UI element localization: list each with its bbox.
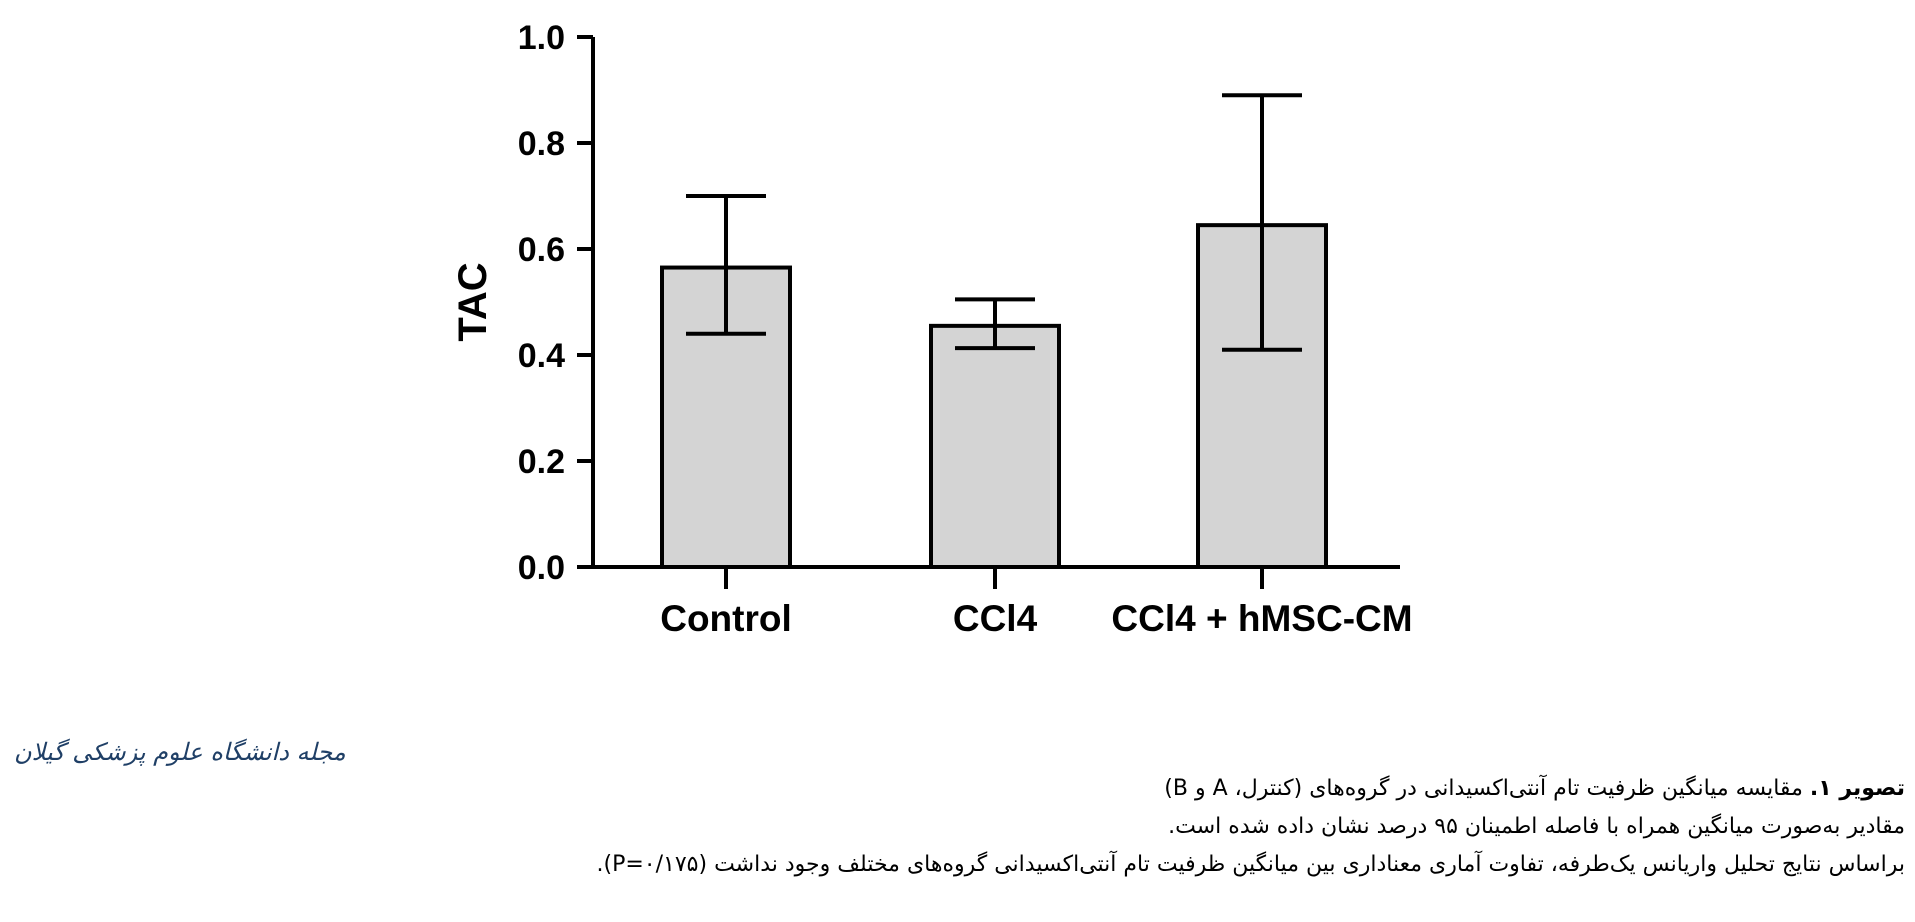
caption-line-2: مقادیر به‌صورت میانگین همراه با فاصله اط… — [1168, 814, 1905, 839]
x-tick-label: Control — [660, 598, 792, 639]
x-axis: Control CCl4 CCl4 + hMSC-CM — [591, 565, 1413, 639]
caption-line-1: تصویر ۱. مقایسه میانگین ظرفیت تام آنتی‌ا… — [255, 770, 1905, 808]
y-axis-title: TAC — [451, 262, 495, 341]
journal-logo-text: مجله دانشگاه علوم پزشکی گیلان — [14, 738, 346, 766]
journal-logo: مجله دانشگاه علوم پزشکی گیلان — [14, 738, 346, 766]
x-tick-label: CCl4 — [953, 598, 1038, 639]
x-tick-label: CCl4 + hMSC-CM — [1111, 598, 1412, 639]
y-tick-label: 0.6 — [518, 231, 565, 269]
y-axis: 0.0 0.2 0.4 0.6 0.8 1.0 — [518, 19, 595, 587]
caption-title: مقایسه میانگین ظرفیت تام آنتی‌اکسیدانی د… — [1164, 776, 1803, 801]
bar — [929, 323, 1061, 569]
y-tick-label: 0.4 — [518, 337, 565, 375]
figure-caption: تصویر ۱. مقایسه میانگین ظرفیت تام آنتی‌ا… — [255, 770, 1905, 884]
y-tick-label: 0.8 — [518, 125, 565, 163]
y-tick-label: 0.2 — [518, 443, 565, 481]
caption-line-3: براساس نتایج تحلیل واریانس یک‌طرفه، تفاو… — [596, 852, 1905, 877]
bars — [660, 223, 1328, 569]
y-tick-label: 1.0 — [518, 19, 565, 57]
y-tick-label: 0.0 — [518, 549, 565, 587]
error-bars — [686, 93, 1302, 352]
caption-label: تصویر ۱. — [1809, 776, 1905, 801]
tac-bar-chart: 0.0 0.2 0.4 0.6 0.8 1.0 Control CCl4 CCl4 + hMS… — [451, 19, 1413, 639]
